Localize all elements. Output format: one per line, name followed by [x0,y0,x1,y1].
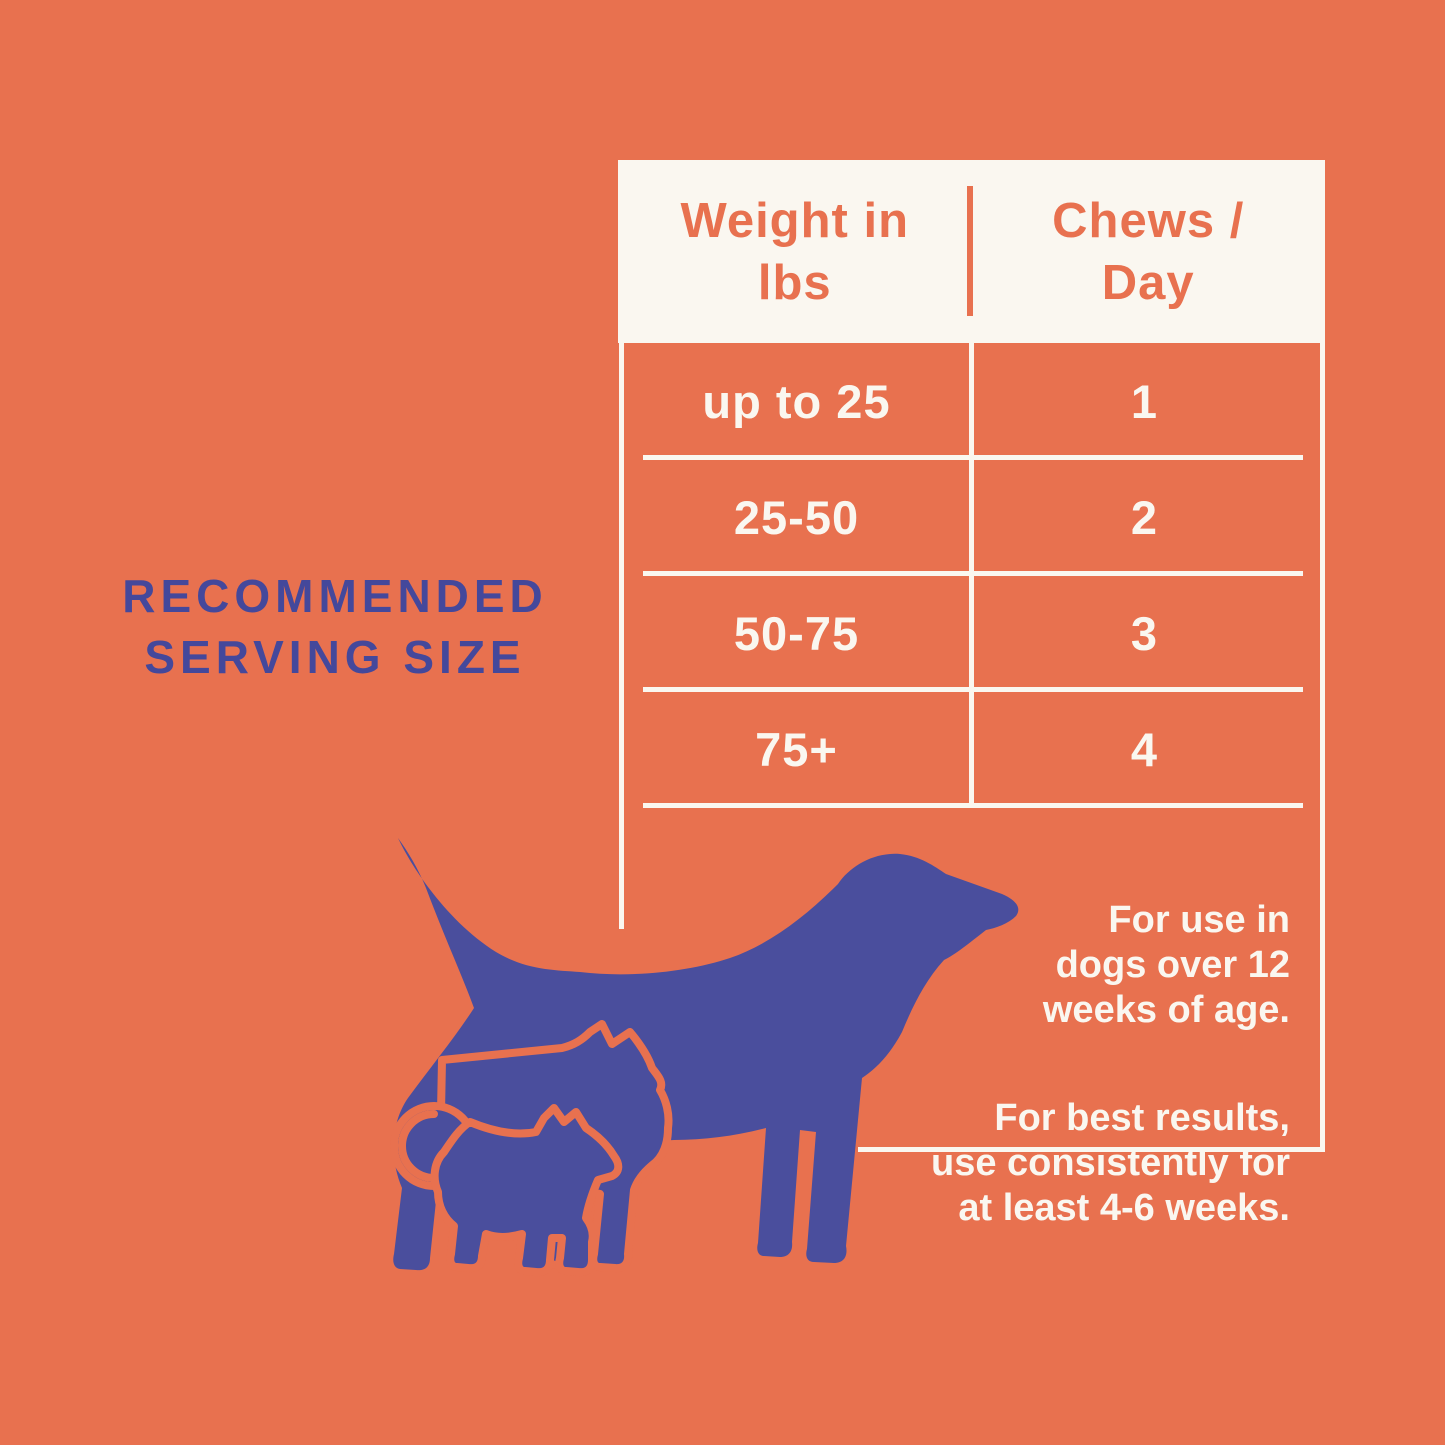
large-dog-icon [393,838,1019,1271]
chews-cell: 1 [1130,374,1159,428]
column-header-chews: Chews / Day [1052,193,1245,310]
page-title: RECOMMENDED SERVING SIZE [122,570,548,683]
table-right-border [1320,343,1325,1151]
notes-bottom-rule [858,1147,1325,1152]
chews-cell: 4 [1130,722,1159,776]
usage-note-results: For best results, use consistently for a… [931,1097,1290,1229]
serving-table-body: up to 25 1 25-50 2 50-75 3 75+ 4 [624,343,1320,807]
chews-cell: 3 [1130,606,1159,660]
row-divider [643,687,1303,692]
usage-notes: For use in dogs over 12 weeks of age. Fo… [890,853,1290,1294]
small-dog-icon [430,1104,623,1277]
table-bottom-divider [643,803,1303,808]
table-row: 25-50 2 [624,459,1320,575]
row-divider [643,571,1303,576]
table-row: up to 25 1 [624,343,1320,459]
table-row: 50-75 3 [624,575,1320,691]
weight-cell: 75+ [755,722,838,776]
column-header-weight: Weight in lbs [680,193,910,310]
row-divider [643,455,1303,460]
usage-note-age: For use in dogs over 12 weeks of age. [1042,899,1290,1031]
pets-silhouette-icon [390,838,1019,1277]
table-row: 75+ 4 [624,691,1320,807]
header-column-divider [967,186,973,316]
chews-cell: 2 [1130,490,1159,544]
table-left-border [619,343,624,929]
weight-cell: 25-50 [733,490,860,544]
weight-cell: up to 25 [702,374,891,428]
weight-cell: 50-75 [733,606,860,660]
